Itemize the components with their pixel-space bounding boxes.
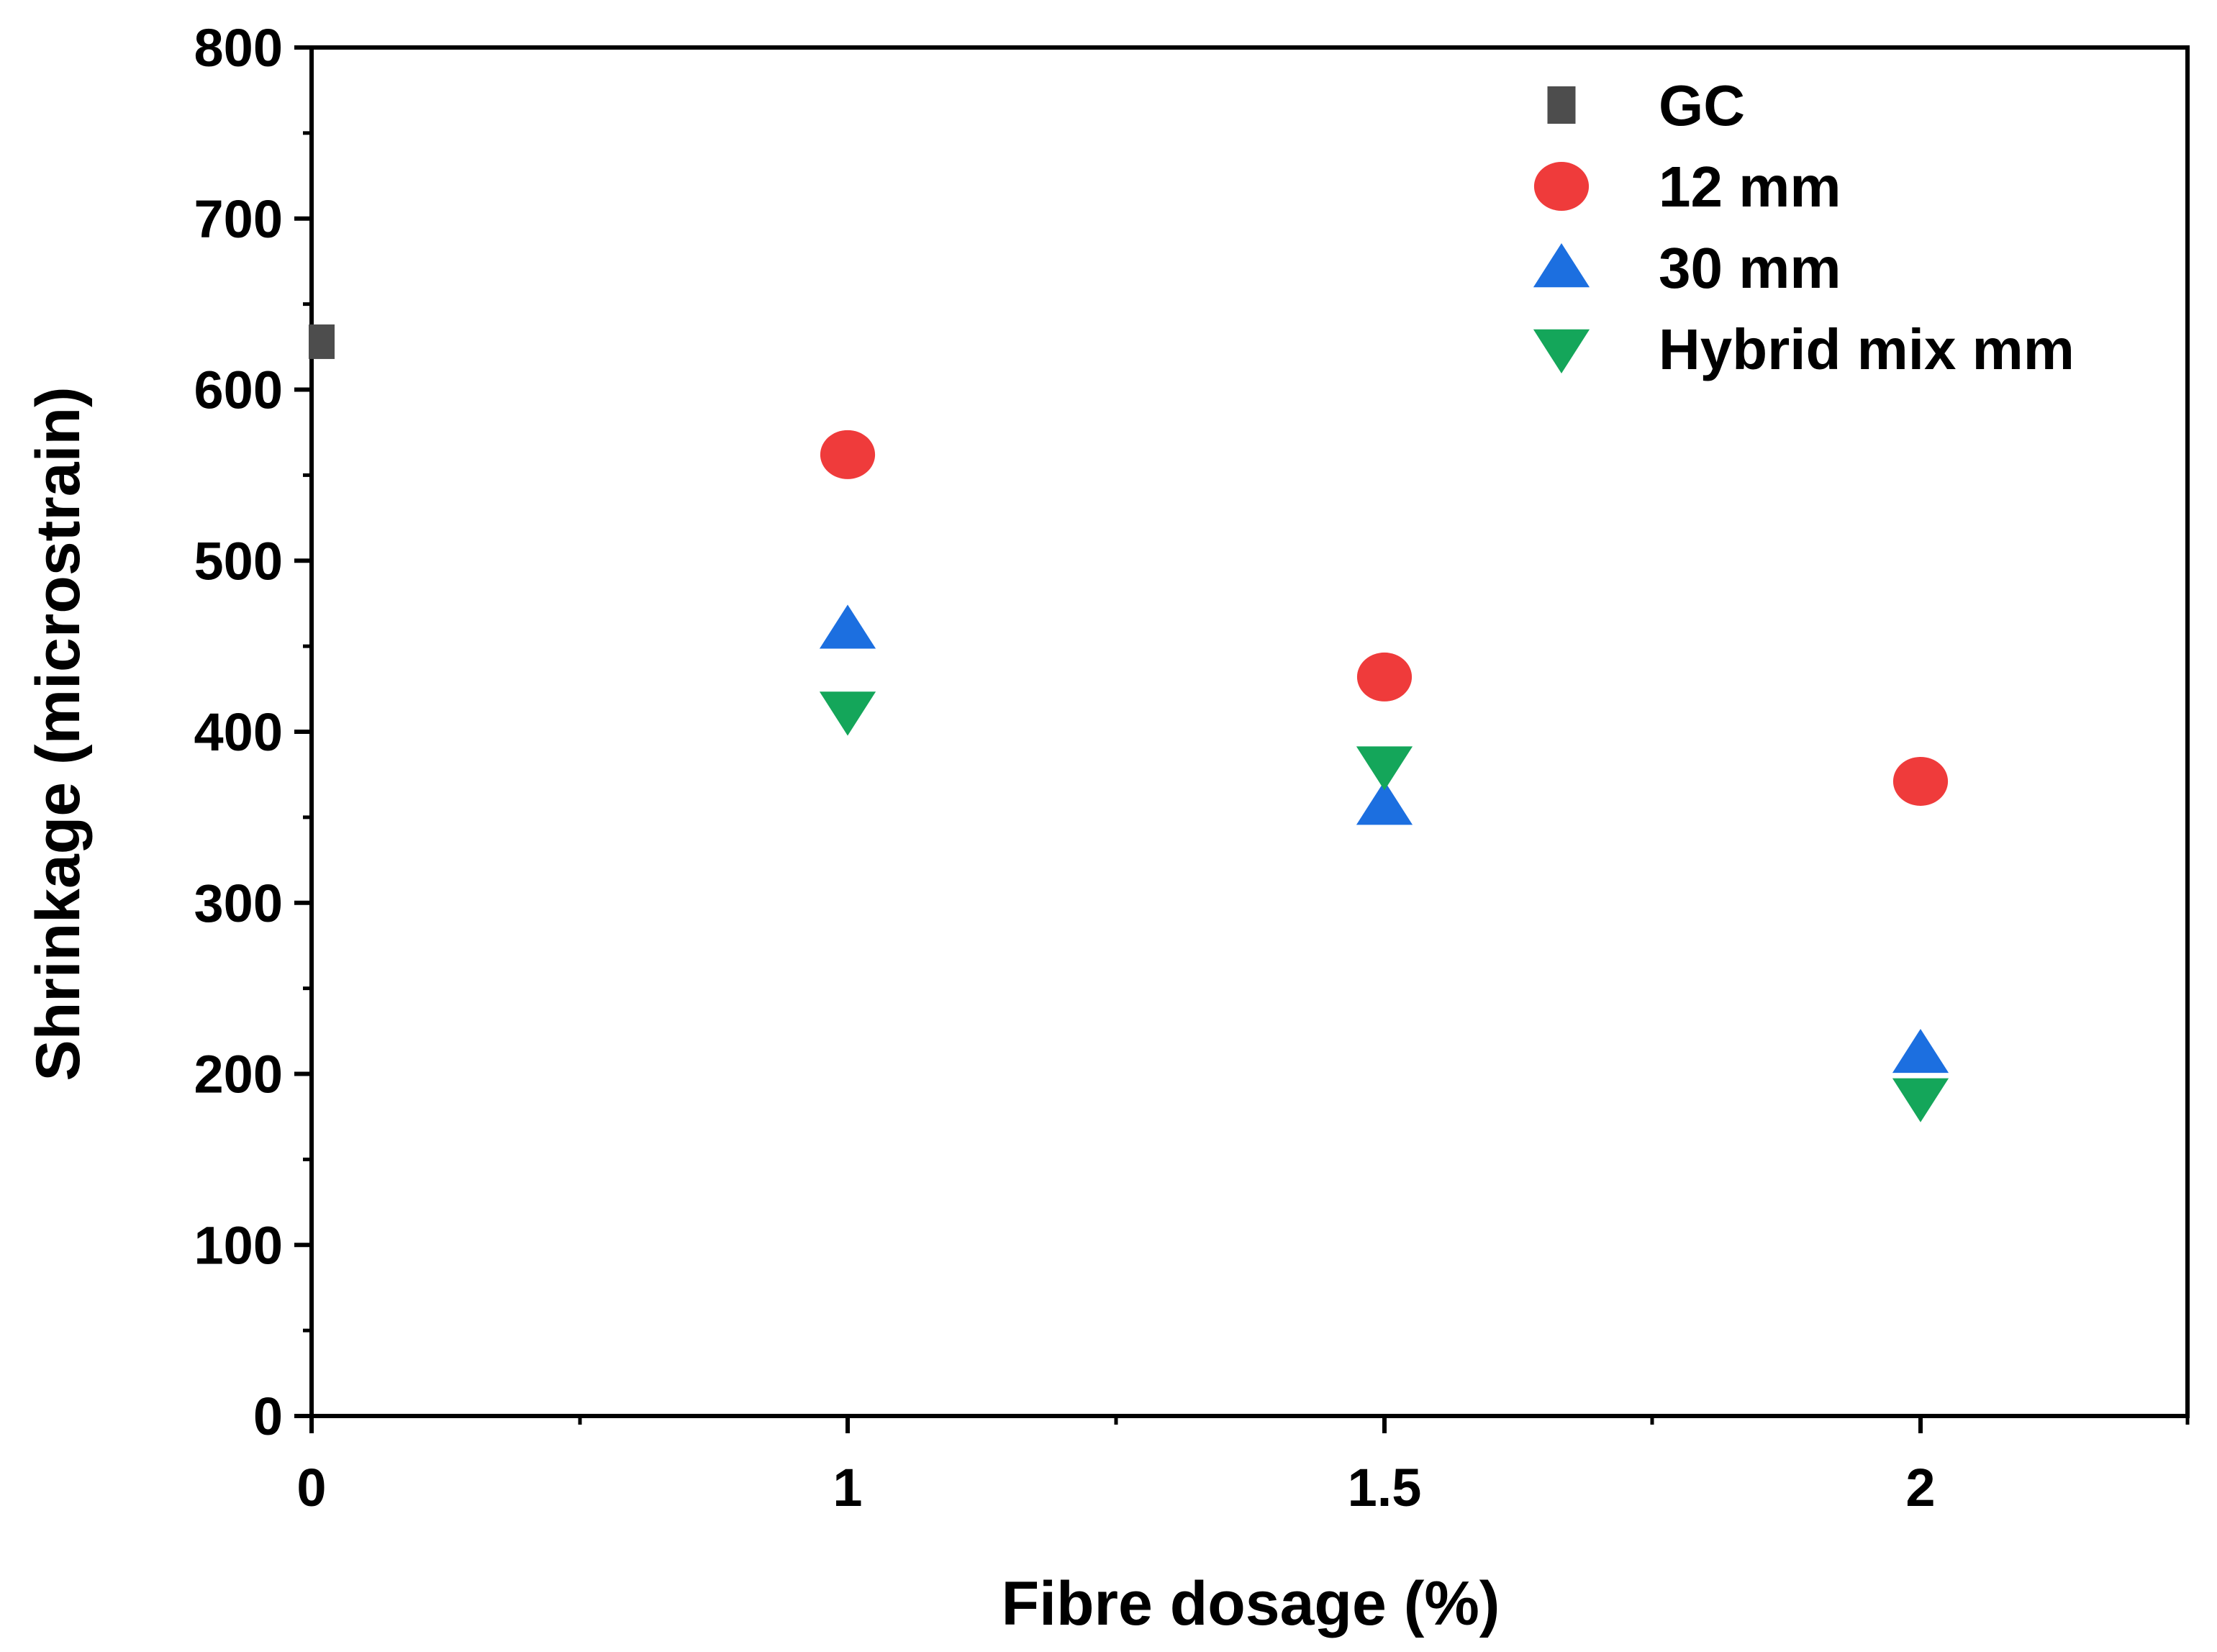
x-tick-label: 1: [833, 1458, 862, 1517]
legend-label: GC: [1659, 73, 1745, 137]
y-tick-label: 800: [194, 18, 283, 78]
legend-label: 12 mm: [1659, 155, 1841, 219]
x-axis-title: Fibre dosage (%): [1002, 1569, 1500, 1638]
x-tick-label: 1.5: [1348, 1458, 1422, 1517]
y-tick-label: 700: [194, 189, 283, 249]
y-axis-title: Shrinkage (microstrain): [24, 386, 93, 1081]
legend-marker: [1533, 329, 1590, 373]
data-point: [1892, 756, 1949, 806]
data-point: [820, 430, 876, 479]
y-tick-label: 100: [194, 1215, 283, 1275]
legend-label: Hybrid mix mm: [1659, 317, 2075, 381]
data-point: [1356, 652, 1413, 702]
y-tick-label: 300: [194, 873, 283, 933]
y-tick-label: 0: [253, 1386, 283, 1446]
y-tick-label: 400: [194, 702, 283, 762]
legend-marker: [1533, 162, 1590, 211]
data-point: [1356, 781, 1413, 825]
data-point: [1892, 1078, 1949, 1122]
data-point: [819, 691, 876, 736]
data-point: [819, 604, 876, 649]
plot-frame: [309, 45, 2190, 1418]
legend: GC 12 mm 30 mm Hybrid mix mm: [1533, 73, 2075, 381]
legend-marker: [1533, 243, 1590, 288]
axes: 0 100 200 300 400 500 600 700 800 0 1 1.5 2: [194, 18, 2190, 1517]
x-tick-label: 0: [296, 1458, 326, 1517]
data-point: [1892, 1028, 1949, 1074]
y-tick-label: 500: [194, 531, 283, 591]
data-points: [309, 324, 1949, 1122]
data-point: [1356, 746, 1413, 791]
x-tick-label: 2: [1905, 1458, 1935, 1517]
y-tick-label: 200: [194, 1045, 283, 1104]
legend-label: 30 mm: [1659, 236, 1841, 300]
legend-marker: [1547, 86, 1576, 124]
data-point: [309, 324, 335, 359]
y-tick-label: 600: [194, 360, 283, 420]
